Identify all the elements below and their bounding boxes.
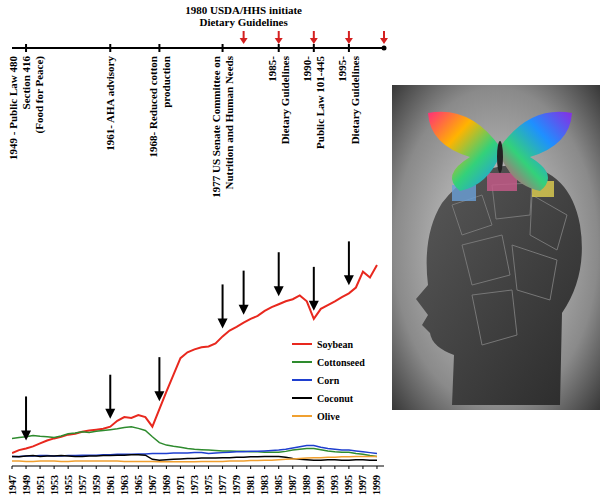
svg-text:1949: 1949 [21,475,32,495]
svg-text:1969: 1969 [161,475,172,495]
svg-text:1967: 1967 [147,475,158,495]
html-text:Coconut: Coconut [317,392,354,404]
svg-text:1961: 1961 [105,475,116,495]
svg-text:1995-: 1995- [336,56,348,82]
svg-text:1951: 1951 [35,475,46,495]
html-text:Olive: Olive [317,410,340,422]
svg-text:1949 - Public Law 480: 1949 - Public Law 480 [7,56,19,160]
svg-text:Dietary Guidelines: Dietary Guidelines [279,55,291,144]
svg-text:production: production [160,56,172,108]
svg-text:1957: 1957 [77,475,88,495]
svg-text:1993: 1993 [329,475,340,495]
svg-text:1985-: 1985- [266,56,278,82]
svg-text:1977 US Senate Committee on: 1977 US Senate Committee on [210,56,222,198]
svg-text:1981: 1981 [245,475,256,495]
svg-text:1961- AHA advisory: 1961- AHA advisory [104,56,116,151]
svg-text:Section 416: Section 416 [20,56,32,110]
svg-text:1971: 1971 [175,475,186,495]
svg-text:1947: 1947 [7,475,18,495]
svg-text:1968- Reduced cotton: 1968- Reduced cotton [147,56,159,157]
svg-text:(Food for Peace): (Food for Peace) [33,56,46,134]
svg-text:1990-: 1990- [301,56,313,82]
svg-text:1977: 1977 [217,475,228,495]
svg-text:1955: 1955 [63,475,74,495]
svg-text:1959: 1959 [91,475,102,495]
svg-text:1997: 1997 [357,475,368,495]
html-text:Corn: Corn [317,374,340,386]
svg-text:Dietary Guidelines: Dietary Guidelines [199,16,288,28]
svg-text:Public Law 101-445: Public Law 101-445 [314,56,326,149]
svg-text:1973: 1973 [189,475,200,495]
svg-text:1980 USDA/HHS initiate: 1980 USDA/HHS initiate [185,4,302,16]
svg-text:1953: 1953 [49,475,60,495]
svg-text:1985: 1985 [273,475,284,495]
svg-text:1989: 1989 [301,475,312,495]
svg-text:1995: 1995 [343,475,354,495]
svg-text:1963: 1963 [119,475,130,495]
svg-text:Nutrition and Human Needs: Nutrition and Human Needs [223,55,235,189]
svg-text:1979: 1979 [231,475,242,495]
svg-text:1983: 1983 [259,475,270,495]
svg-text:1991: 1991 [315,475,326,495]
svg-text:1975: 1975 [203,475,214,495]
svg-text:1987: 1987 [287,475,298,495]
html-text:Soybean: Soybean [317,338,354,350]
html-text:Cottonseed: Cottonseed [317,356,365,368]
svg-text:1999: 1999 [371,475,382,495]
svg-text:Dietary Guidelines: Dietary Guidelines [349,55,361,144]
svg-text:1965: 1965 [133,475,144,495]
